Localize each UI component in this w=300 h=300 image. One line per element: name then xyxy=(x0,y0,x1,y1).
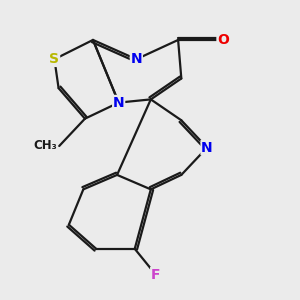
Text: S: S xyxy=(50,52,59,66)
Text: CH₃: CH₃ xyxy=(34,140,57,152)
Text: N: N xyxy=(130,52,142,66)
Text: N: N xyxy=(201,141,213,154)
Text: O: O xyxy=(217,33,229,47)
Text: N: N xyxy=(113,96,124,110)
Text: F: F xyxy=(151,268,160,281)
